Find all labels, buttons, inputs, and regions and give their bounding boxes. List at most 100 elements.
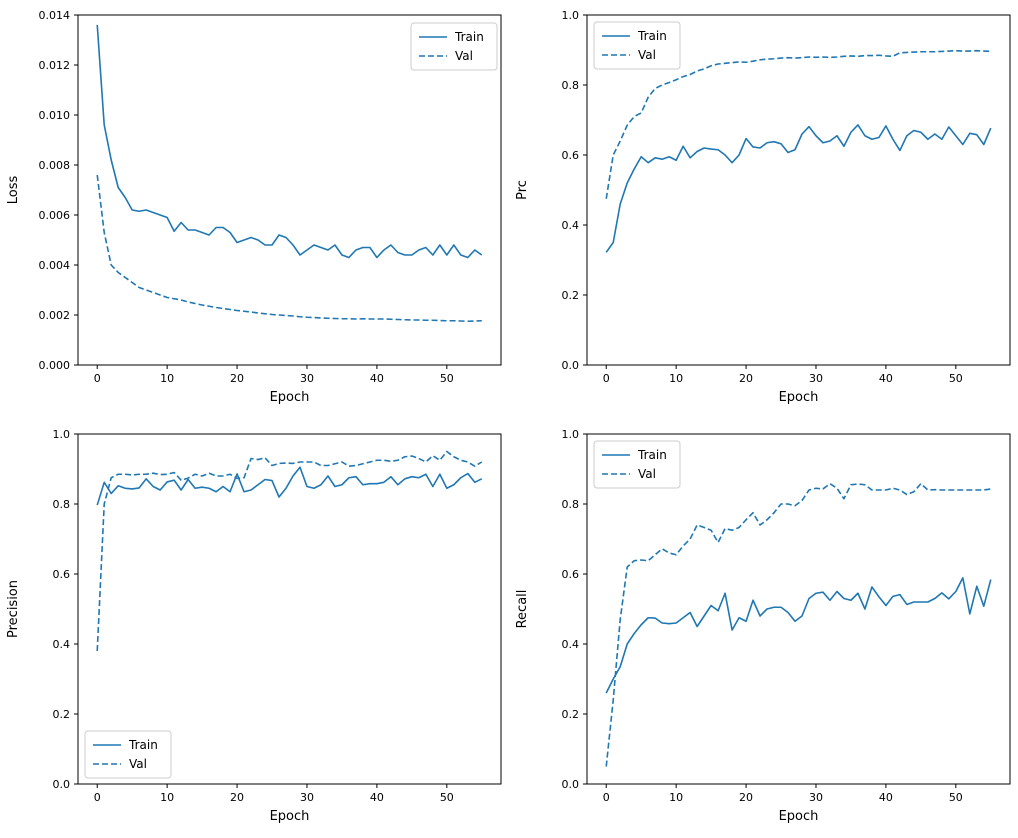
loss-axes-frame — [77, 14, 502, 366]
x-tick-label: 20 — [230, 791, 244, 804]
precision-y-axis: 0.0 0.2 0.4 0.6 0.8 1.0 — [53, 428, 78, 791]
precision-chart: 0 10 20 30 40 50 Epoch 0.0 0.2 0.4 0.6 0.8 1.0 Precis… — [0, 419, 509, 838]
recall-plot-svg: 0 10 20 30 40 50 Epoch 0.0 0.2 0.4 0.6 0.8 1.0 Recall… — [515, 428, 1011, 824]
x-tick-label: 30 — [809, 372, 823, 385]
recall-legend: Train Val — [593, 440, 681, 489]
y-tick-label: 0.6 — [562, 149, 580, 162]
recall-ylabel: Recall — [515, 590, 530, 629]
legend-box — [84, 730, 172, 779]
x-tick-label: 40 — [879, 791, 893, 804]
x-tick-label: 50 — [949, 372, 963, 385]
y-tick-label: 0.4 — [562, 219, 580, 232]
prc-ylabel: Prc — [515, 180, 530, 200]
recall-y-axis: 0.0 0.2 0.4 0.6 0.8 1.0 — [562, 428, 587, 791]
loss-ylabel: Loss — [6, 176, 21, 205]
prc-x-axis: 0 10 20 30 40 50 — [603, 365, 963, 385]
x-tick-label: 20 — [230, 372, 244, 385]
x-tick-label: 20 — [739, 791, 753, 804]
x-tick-label: 20 — [739, 372, 753, 385]
y-tick-label: 0.002 — [39, 309, 71, 322]
x-tick-label: 10 — [669, 791, 683, 804]
recall-axes-frame — [586, 433, 1011, 785]
prc-plot-svg: 0 10 20 30 40 50 Epoch 0.0 0.2 0.4 0.6 0.8 1.0 Prc Tra… — [515, 9, 1011, 405]
precision-xlabel: Epoch — [270, 809, 310, 824]
x-tick-label: 0 — [603, 791, 610, 804]
loss-chart: 0 10 20 30 40 50 Epoch 0.000 0.002 0.004 0.006 0.00… — [0, 0, 509, 419]
x-tick-label: 10 — [160, 372, 174, 385]
y-tick-label: 1.0 — [53, 428, 71, 441]
legend-box — [410, 22, 498, 71]
prc-val-line — [605, 49, 991, 199]
y-tick-label: 1.0 — [562, 428, 580, 441]
y-tick-label: 0.4 — [562, 638, 580, 651]
precision-axes-frame — [77, 433, 502, 785]
prc-chart: 0 10 20 30 40 50 Epoch 0.0 0.2 0.4 0.6 0.8 1.0 Prc Tra… — [509, 0, 1018, 419]
y-tick-label: 0.8 — [562, 79, 580, 92]
precision-ylabel: Precision — [6, 580, 21, 638]
x-tick-label: 50 — [440, 791, 454, 804]
loss-train-line — [96, 24, 483, 259]
loss-xlabel: Epoch — [270, 390, 310, 405]
legend-label: Train — [637, 448, 667, 462]
x-tick-label: 30 — [300, 372, 314, 385]
loss-legend: Train Val — [410, 22, 498, 71]
y-tick-label: 0.000 — [39, 359, 71, 372]
prc-legend: Train Val — [593, 21, 681, 70]
legend-box — [593, 440, 681, 489]
x-tick-label: 40 — [370, 372, 384, 385]
x-tick-label: 0 — [603, 372, 610, 385]
y-tick-label: 0.006 — [39, 209, 71, 222]
legend-label: Val — [129, 757, 147, 771]
y-tick-label: 1.0 — [562, 9, 580, 22]
loss-val-line — [96, 174, 482, 323]
x-tick-label: 30 — [809, 791, 823, 804]
recall-chart: 0 10 20 30 40 50 Epoch 0.0 0.2 0.4 0.6 0.8 1.0 Recall… — [509, 419, 1018, 838]
y-tick-label: 0.014 — [39, 9, 71, 22]
recall-train-line — [605, 577, 992, 694]
loss-y-axis: 0.000 0.002 0.004 0.006 0.008 0.010 0.012 0.014 — [39, 9, 78, 372]
y-tick-label: 0.0 — [562, 778, 580, 791]
prc-axes-frame — [586, 14, 1011, 366]
x-tick-label: 50 — [949, 791, 963, 804]
precision-plot-svg: 0 10 20 30 40 50 Epoch 0.0 0.2 0.4 0.6 0.8 1.0 Precis… — [6, 428, 502, 824]
y-tick-label: 0.4 — [53, 638, 71, 651]
precision-train-line — [96, 466, 483, 506]
x-tick-label: 30 — [300, 791, 314, 804]
loss-x-axis: 0 10 20 30 40 50 — [94, 365, 454, 385]
x-tick-label: 50 — [440, 372, 454, 385]
x-tick-label: 40 — [370, 791, 384, 804]
y-tick-label: 0.004 — [39, 259, 71, 272]
precision-legend: Train Val — [84, 730, 172, 779]
x-tick-label: 0 — [94, 791, 101, 804]
recall-val-line — [605, 482, 991, 767]
x-tick-label: 0 — [94, 372, 101, 385]
y-tick-label: 0.8 — [53, 498, 71, 511]
prc-y-axis: 0.0 0.2 0.4 0.6 0.8 1.0 — [562, 9, 587, 372]
precision-x-axis: 0 10 20 30 40 50 — [94, 784, 454, 804]
y-tick-label: 0.6 — [562, 568, 580, 581]
precision-val-line — [96, 450, 483, 652]
y-tick-label: 0.2 — [53, 708, 71, 721]
recall-xlabel: Epoch — [779, 809, 819, 824]
y-tick-label: 0.010 — [39, 109, 71, 122]
legend-box — [593, 21, 681, 70]
prc-train-line — [605, 124, 992, 253]
y-tick-label: 0.0 — [53, 778, 71, 791]
x-tick-label: 10 — [669, 372, 683, 385]
y-tick-label: 0.008 — [39, 159, 71, 172]
y-tick-label: 0.6 — [53, 568, 71, 581]
legend-label: Val — [638, 48, 656, 62]
legend-label: Train — [128, 738, 158, 752]
y-tick-label: 0.2 — [562, 708, 580, 721]
y-tick-label: 0.012 — [39, 59, 71, 72]
legend-label: Train — [637, 29, 667, 43]
y-tick-label: 0.2 — [562, 289, 580, 302]
prc-xlabel: Epoch — [779, 390, 819, 405]
y-tick-label: 0.8 — [562, 498, 580, 511]
x-tick-label: 40 — [879, 372, 893, 385]
legend-label: Val — [455, 49, 473, 63]
legend-label: Train — [454, 30, 484, 44]
loss-plot-svg: 0 10 20 30 40 50Epoch0.0000.0020.0040.0060.00… — [6, 9, 502, 405]
y-tick-label: 0.0 — [562, 359, 580, 372]
